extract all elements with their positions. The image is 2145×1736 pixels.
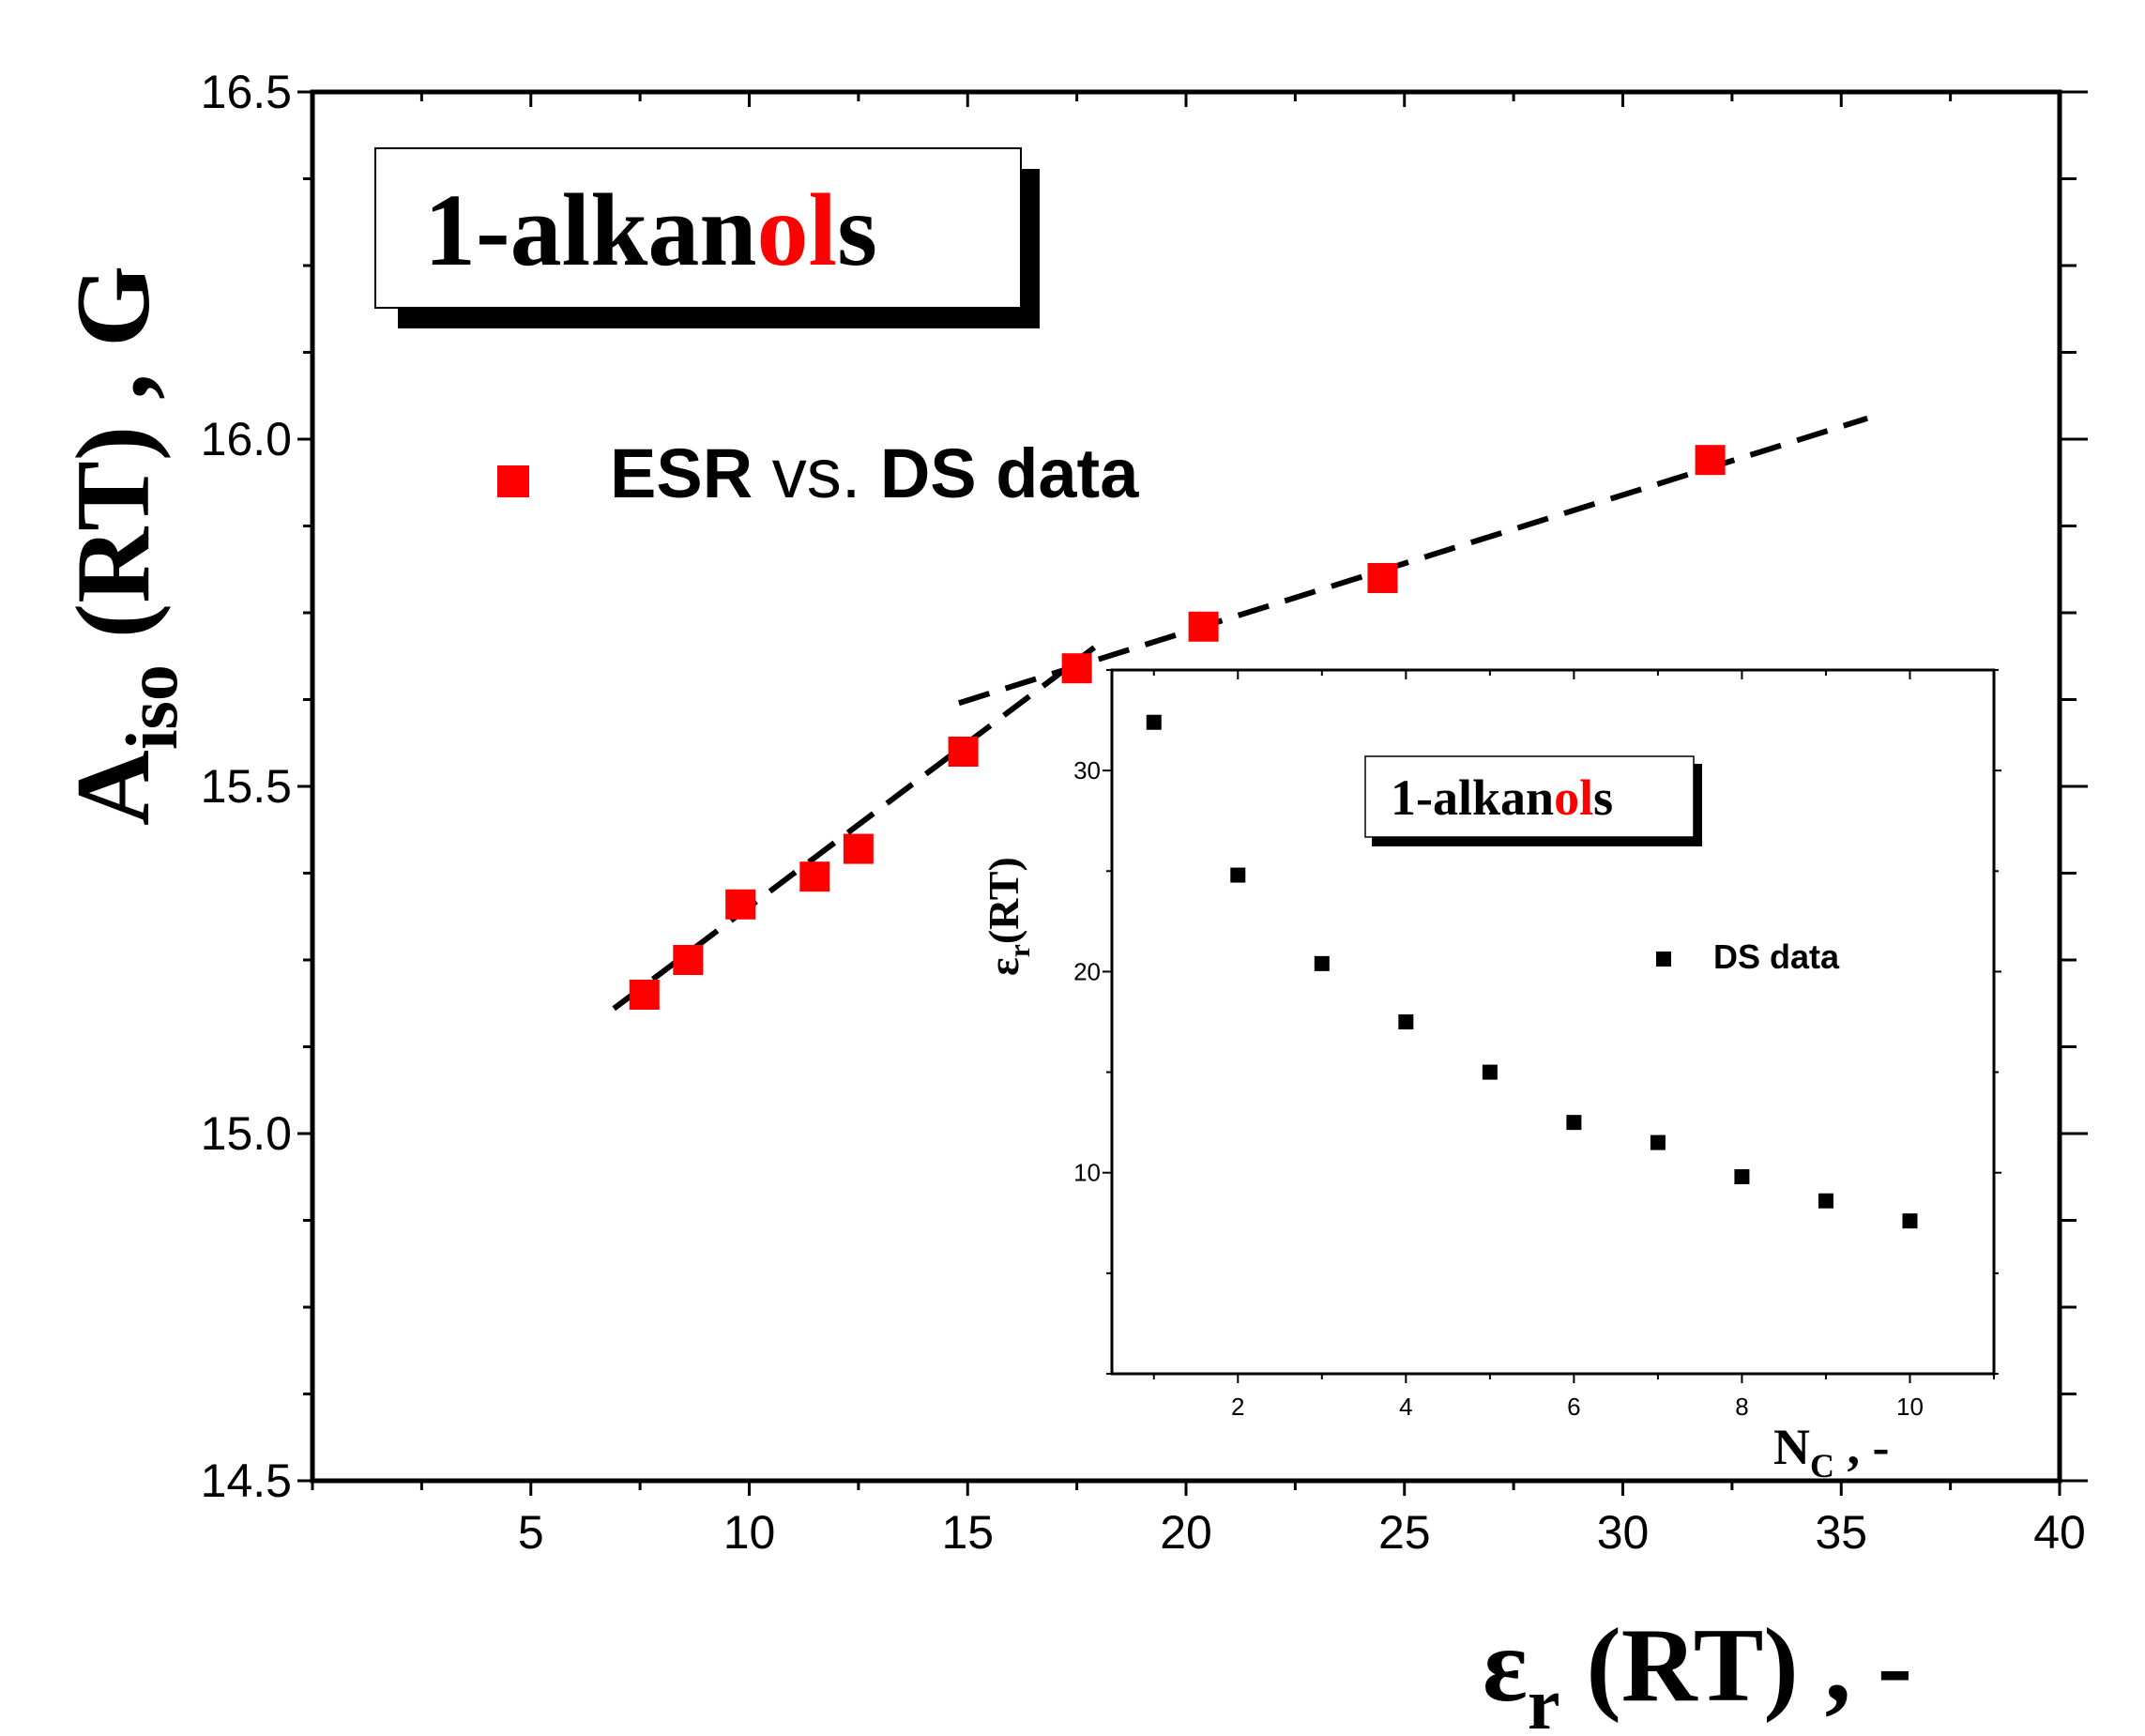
inset-y-axis-title: εr(RT) bbox=[980, 857, 1036, 976]
inset-x-tick-label: 8 bbox=[1735, 1393, 1748, 1421]
main-legend: ESR vs. DS data bbox=[497, 434, 1139, 512]
inset-ticks bbox=[1103, 669, 2001, 1383]
inset-title-text: 1-alkanols bbox=[1391, 769, 1613, 826]
main-data-point bbox=[673, 945, 704, 975]
main-title-box-frame bbox=[374, 147, 1022, 309]
inset-legend: DS data bbox=[1656, 937, 1840, 976]
main-data-point bbox=[948, 737, 979, 767]
main-data-point bbox=[629, 980, 660, 1010]
inset-data-point bbox=[1482, 1064, 1498, 1080]
main-data-point bbox=[843, 833, 874, 864]
inset-y-tick-label: 20 bbox=[1073, 957, 1101, 985]
main-data-point bbox=[725, 889, 756, 920]
main-data-point bbox=[1695, 445, 1726, 476]
main-y-tick-label: 16.5 bbox=[201, 66, 292, 118]
main-data-point bbox=[799, 861, 830, 892]
main-x-tick-label: 35 bbox=[1815, 1506, 1867, 1559]
inset-x-tick-label: 6 bbox=[1567, 1393, 1580, 1421]
main-x-tick-label: 5 bbox=[518, 1506, 544, 1559]
inset-y-tick-label: 30 bbox=[1073, 756, 1101, 784]
inset-title-box: 1-alkanols bbox=[1364, 755, 1702, 846]
inset-data-point bbox=[1398, 1014, 1414, 1029]
main-data-point bbox=[1188, 611, 1219, 642]
inset-legend-label: DS data bbox=[1713, 937, 1840, 976]
main-y-axis-title: Aiso (RT) , G bbox=[55, 266, 192, 826]
inset-x-tick-label: 2 bbox=[1231, 1393, 1244, 1421]
inset-y-tick-label: 10 bbox=[1073, 1159, 1101, 1187]
main-data-points bbox=[629, 445, 1726, 1010]
main-y-tick-label: 14.5 bbox=[201, 1454, 292, 1507]
inset-plot: 2 4 6 8 10 10 20 30 1-alkanols DS data NC , - ε… bbox=[980, 668, 2001, 1485]
inset-data-points bbox=[1146, 714, 1918, 1229]
inset-title-box-frame bbox=[1364, 755, 1695, 838]
main-title-box: 1-alkanols bbox=[374, 147, 1040, 328]
main-x-tick-label: 20 bbox=[1160, 1506, 1212, 1559]
inset-data-point bbox=[1734, 1169, 1750, 1184]
main-y-tick-label: 16.0 bbox=[201, 413, 292, 465]
main-x-tick-label: 10 bbox=[723, 1506, 776, 1559]
main-data-point bbox=[1061, 653, 1092, 684]
main-x-axis-title: εr (RT) , - bbox=[1483, 1607, 1912, 1736]
main-x-tick-label: 25 bbox=[1378, 1506, 1431, 1559]
inset-x-tick-label: 4 bbox=[1399, 1393, 1412, 1421]
inset-data-point bbox=[1230, 867, 1246, 883]
inset-tick-labels: 2 4 6 8 10 10 20 30 bbox=[1073, 756, 1924, 1421]
main-legend-marker bbox=[497, 465, 529, 497]
main-ticks bbox=[297, 90, 2088, 1496]
inset-data-point bbox=[1902, 1213, 1918, 1229]
inset-x-axis-title: NC , - bbox=[1773, 1419, 1889, 1485]
main-y-tick-label: 15.5 bbox=[201, 760, 292, 813]
inset-legend-marker bbox=[1656, 952, 1671, 967]
inset-data-point bbox=[1146, 714, 1162, 730]
inset-data-point bbox=[1650, 1134, 1666, 1150]
inset-data-point bbox=[1566, 1115, 1582, 1131]
inset-x-tick-label: 10 bbox=[1896, 1393, 1924, 1421]
main-data-point bbox=[1367, 563, 1398, 593]
main-x-tick-label: 40 bbox=[2033, 1506, 2086, 1559]
inset-data-point bbox=[1818, 1193, 1833, 1209]
main-tick-labels: 5 10 15 20 25 30 35 40 14.5 15.0 15.5 16.0 16.5 bbox=[201, 66, 2086, 1559]
inset-data-point bbox=[1314, 955, 1330, 971]
main-x-tick-label: 30 bbox=[1597, 1506, 1650, 1559]
main-plot: 5 10 15 20 25 30 35 40 14.5 15.0 15.5 16.0 16.5 1-al… bbox=[55, 66, 2088, 1736]
main-title-text: 1-alkanols bbox=[424, 173, 877, 287]
main-x-tick-label: 15 bbox=[941, 1506, 994, 1559]
main-legend-label: ESR vs. DS data bbox=[610, 434, 1139, 512]
main-y-tick-label: 15.0 bbox=[201, 1107, 292, 1160]
